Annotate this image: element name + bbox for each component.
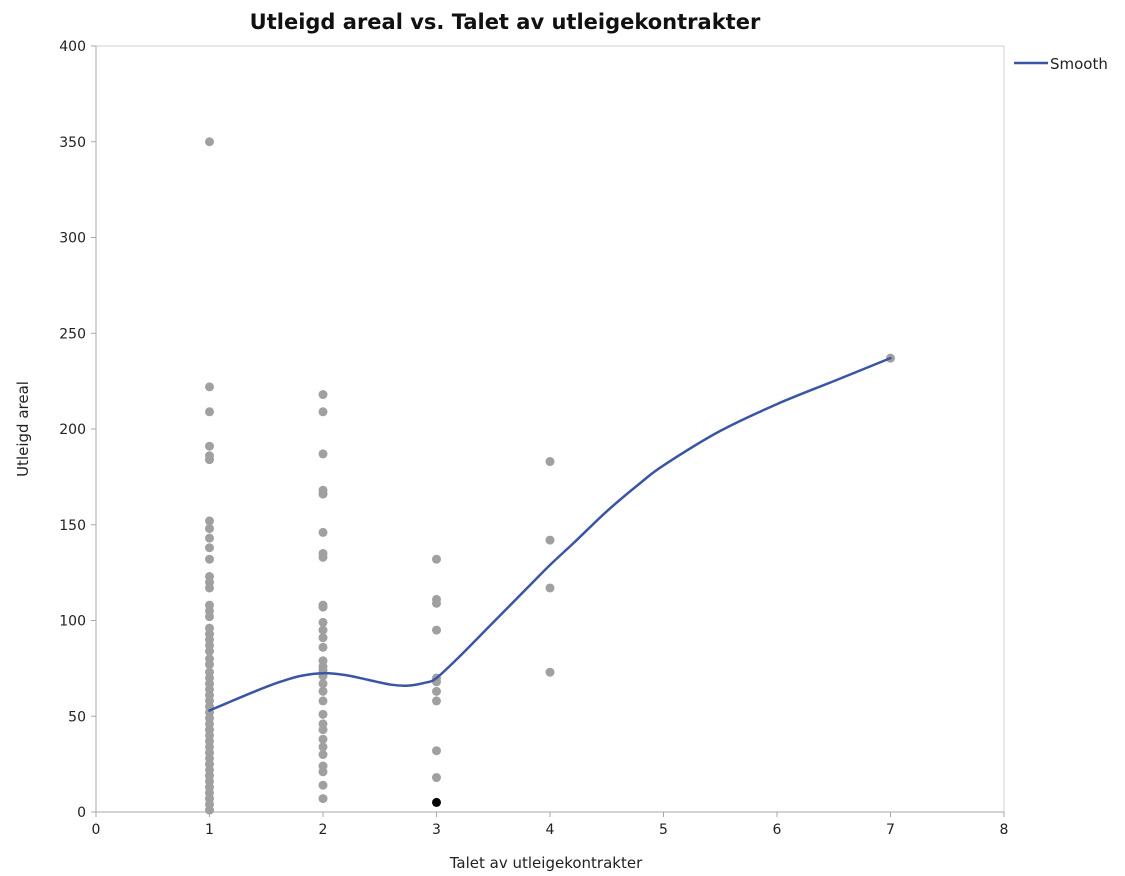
x-tick-label: 4 <box>546 822 555 838</box>
legend-smooth-label: Smooth <box>1050 55 1108 73</box>
legend: Smooth <box>1014 55 1108 73</box>
scatter-points <box>205 137 895 815</box>
scatter-point <box>318 489 328 499</box>
scatter-point <box>545 457 555 467</box>
scatter-point <box>318 407 328 417</box>
scatter-point <box>318 617 328 627</box>
scatter-point <box>205 583 214 593</box>
scatter-point <box>545 535 555 545</box>
scatter-point <box>432 625 441 635</box>
scatter-point <box>205 612 214 622</box>
scatter-point <box>318 750 328 760</box>
scatter-point <box>432 696 441 706</box>
y-axis-ticks: 0 50 100 150 200 250 300 350 400 <box>59 39 96 821</box>
y-tick-label: 0 <box>77 805 86 821</box>
plot-area-frame <box>95 45 1005 813</box>
scatter-point <box>205 407 214 417</box>
scatter-point <box>318 767 328 777</box>
x-tick-label: 1 <box>205 822 214 838</box>
scatter-point <box>318 449 328 459</box>
scatter-point <box>205 805 214 815</box>
chart-title: Utleigd areal vs. Talet av utleigekontra… <box>249 10 761 34</box>
scatter-point <box>432 686 441 696</box>
x-tick-label: 3 <box>432 822 441 838</box>
y-tick-label: 400 <box>59 39 86 55</box>
scatter-point <box>205 524 214 534</box>
x-tick-label: 5 <box>659 822 668 838</box>
scatter-point <box>205 554 214 564</box>
scatter-point <box>318 527 328 537</box>
scatter-point <box>318 742 328 752</box>
scatter-point <box>545 583 555 593</box>
scatter-point <box>205 441 214 451</box>
scatter-point <box>318 390 328 400</box>
scatter-point <box>318 725 328 735</box>
y-tick-label: 300 <box>59 231 86 247</box>
y-tick-label: 350 <box>59 135 86 151</box>
scatter-point <box>205 646 214 656</box>
y-axis-title: Utleigd areal <box>14 381 32 477</box>
y-tick-label: 200 <box>59 422 86 438</box>
scatter-point <box>318 709 328 719</box>
x-tick-label: 8 <box>1000 822 1009 838</box>
scatter-point <box>205 533 214 543</box>
scatter-point <box>318 686 328 696</box>
y-tick-label: 50 <box>68 709 86 725</box>
scatter-point <box>205 543 214 553</box>
scatter-point <box>318 696 328 706</box>
x-tick-label: 7 <box>886 822 895 838</box>
scatter-point <box>432 773 441 783</box>
scatter-point <box>432 598 441 608</box>
scatter-point <box>318 679 328 689</box>
y-tick-label: 150 <box>59 518 86 534</box>
scatter-point <box>318 552 328 562</box>
x-axis-title: Talet av utleigekontrakter <box>449 854 643 872</box>
scatter-point <box>205 137 214 147</box>
scatter-point <box>205 455 214 465</box>
scatter-point <box>432 746 441 756</box>
scatter-point <box>318 633 328 643</box>
x-tick-label: 2 <box>319 822 328 838</box>
x-axis-ticks: 0 1 2 3 4 5 6 7 8 <box>92 812 1009 838</box>
scatter-point <box>545 667 555 677</box>
scatter-point <box>318 780 328 790</box>
scatter-point <box>318 734 328 744</box>
scatter-point <box>205 382 214 392</box>
x-tick-label: 0 <box>92 822 101 838</box>
scatter-point <box>318 794 328 804</box>
scatter-point <box>318 642 328 652</box>
scatter-point <box>318 625 328 635</box>
smooth-curve <box>208 356 892 712</box>
scatter-point <box>205 660 214 670</box>
highlighted-point <box>432 797 441 807</box>
y-tick-label: 100 <box>59 614 86 630</box>
scatter-point <box>205 516 214 526</box>
y-tick-label: 250 <box>59 326 86 342</box>
scatter-point <box>432 554 441 564</box>
x-tick-label: 6 <box>773 822 782 838</box>
scatter-point <box>318 602 328 612</box>
